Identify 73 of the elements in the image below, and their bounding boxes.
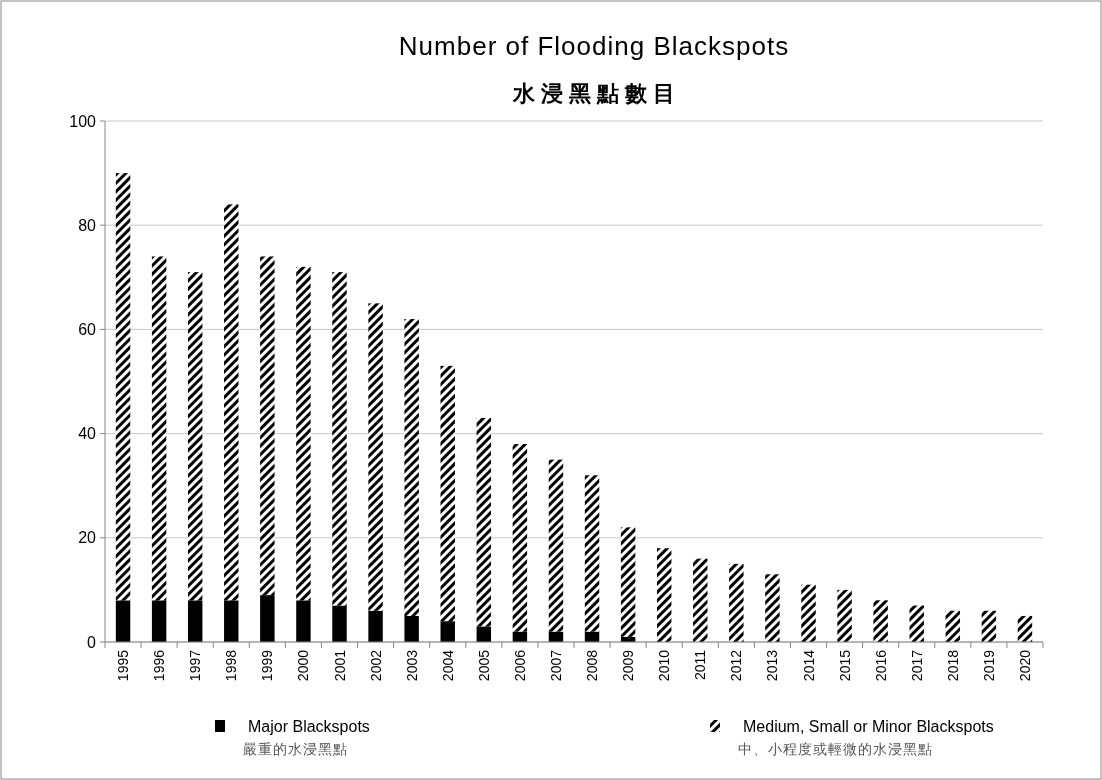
x-tick-label: 2009	[620, 649, 637, 682]
y-tick-label: 60	[78, 321, 97, 338]
legend-label: Medium, Small or Minor Blackspots 中、小程度或輕微的水浸黑點	[738, 718, 994, 757]
chart-title: Number of Flooding Blackspots	[398, 31, 790, 61]
bar	[260, 595, 275, 642]
x-tick-label: 2012	[728, 649, 745, 682]
x-tick-label: 2011	[692, 649, 709, 681]
y-tick-label: 80	[78, 216, 97, 234]
x-tick-label: 2018	[944, 649, 961, 682]
x-tick-label: 1995	[115, 649, 132, 682]
x-tick-label: 2020	[1016, 649, 1033, 682]
bar	[296, 266, 311, 601]
bar	[332, 605, 347, 642]
bar	[548, 459, 564, 632]
legend-label: Major Blackspots 嚴重的水浸黑點	[243, 718, 370, 757]
bar	[837, 589, 852, 642]
chart-subtitle: 水 浸 黑 點 數 目	[511, 81, 676, 106]
bar	[404, 318, 419, 616]
bar	[620, 527, 636, 637]
x-tick-label: 2015	[836, 649, 853, 682]
x-tick-label: 2014	[800, 649, 817, 682]
x-tick-label: 2000	[295, 649, 312, 682]
x-tick-label: 2006	[511, 649, 528, 682]
bar	[187, 600, 203, 642]
x-tick-label: 1997	[187, 649, 204, 682]
bar	[801, 584, 816, 642]
bar	[224, 600, 239, 642]
bar	[1017, 615, 1033, 642]
x-tick-label: 2013	[764, 649, 781, 682]
bar	[368, 303, 383, 611]
y-tick-label: 100	[69, 112, 97, 130]
x-tick-label: 2008	[584, 649, 601, 682]
bar	[945, 610, 961, 642]
bar	[368, 610, 383, 642]
bar	[729, 563, 744, 642]
x-tick-label: 2002	[367, 649, 384, 682]
bar	[151, 600, 167, 642]
x-tick-label: 1999	[259, 649, 276, 682]
bar	[187, 272, 203, 601]
bar	[332, 272, 347, 606]
bar	[656, 548, 672, 642]
bar	[296, 600, 311, 642]
x-tick-label: 2005	[475, 649, 492, 682]
x-tick-label: 2001	[331, 649, 348, 682]
bar	[476, 417, 492, 627]
bar	[476, 626, 492, 642]
bar	[693, 558, 708, 642]
x-tick-label: 2017	[908, 649, 925, 682]
bar	[584, 475, 600, 632]
x-tick-label: 2019	[980, 649, 997, 682]
bar	[224, 204, 239, 601]
bar	[440, 365, 455, 622]
bar	[260, 256, 275, 596]
bar	[765, 574, 780, 642]
bar	[404, 615, 419, 642]
bar	[909, 605, 924, 642]
y-tick-label: 20	[78, 529, 97, 547]
bar	[512, 444, 528, 632]
x-tick-label: 2010	[656, 649, 673, 682]
bar	[151, 256, 167, 601]
bar	[115, 173, 131, 601]
x-tick-label: 2003	[403, 649, 420, 682]
bar	[981, 610, 997, 642]
x-tick-label: 2016	[872, 649, 889, 682]
x-tick-label: 2007	[547, 649, 564, 682]
y-tick-label: 0	[87, 633, 97, 651]
x-tick-label: 1996	[151, 649, 168, 682]
bar	[115, 600, 131, 642]
x-tick-label: 1998	[223, 649, 240, 682]
y-tick-label: 40	[78, 425, 97, 443]
bar	[873, 600, 888, 642]
x-tick-label: 2004	[439, 649, 456, 682]
bar	[440, 621, 455, 642]
